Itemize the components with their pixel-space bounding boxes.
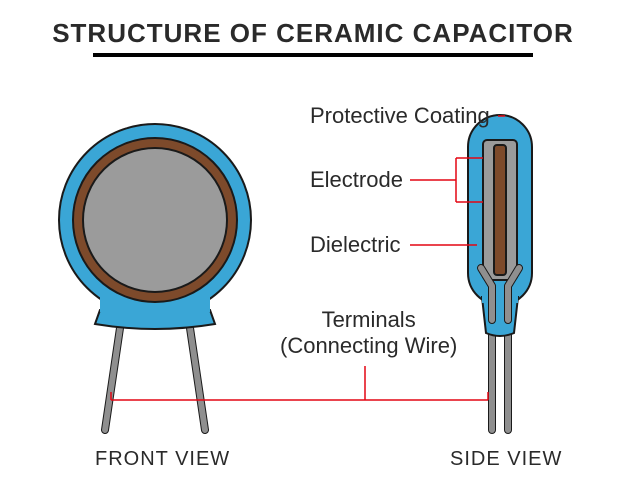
label-terminals: Terminals (Connecting Wire) [280,307,457,359]
label-electrode: Electrode [310,167,403,193]
side-view-graphic [468,115,532,430]
label-terminals-line1: Terminals [322,307,416,332]
label-protective-coating: Protective Coating [310,103,490,129]
front-view-graphic [59,124,251,430]
label-terminals-line2: (Connecting Wire) [280,333,457,358]
label-front-view: FRONT VIEW [95,448,230,471]
label-side-view: SIDE VIEW [450,448,562,471]
label-dielectric: Dielectric [310,232,400,258]
